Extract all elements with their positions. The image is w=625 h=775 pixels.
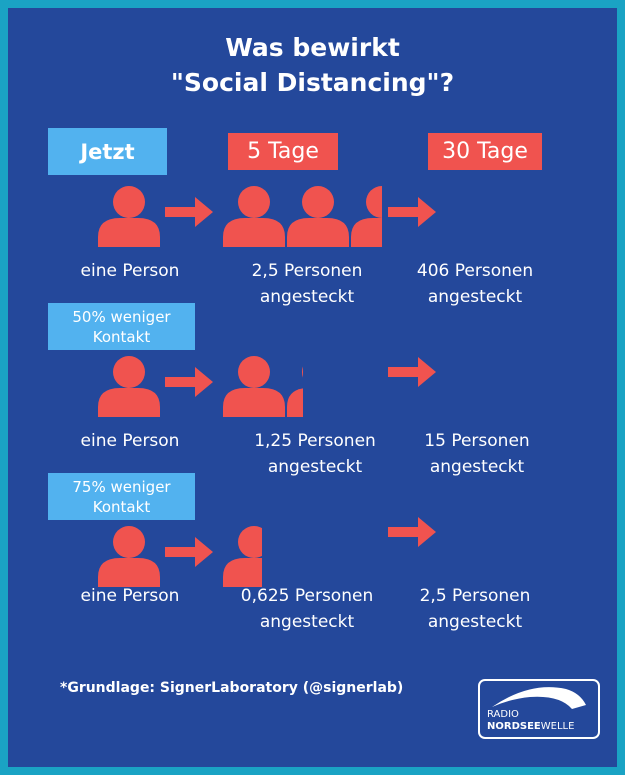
person-icon xyxy=(223,186,285,247)
row2-day30: 15 Personen angesteckt xyxy=(424,431,530,477)
arrow-right-icon xyxy=(388,197,436,227)
row3-label: 75% weniger Kontakt xyxy=(48,473,195,520)
arrow-right-icon xyxy=(388,357,436,387)
row1-day5: 2,5 Personen angesteckt xyxy=(251,261,363,307)
row2-label: 50% weniger Kontakt xyxy=(48,303,195,350)
row3-start: eine Person xyxy=(80,586,180,606)
row2-day5: 1,25 Personen angesteckt xyxy=(254,431,376,477)
row2-start: eine Person xyxy=(80,431,180,451)
header-now: Jetzt xyxy=(48,128,167,175)
person-icon xyxy=(98,356,160,417)
person-icon xyxy=(223,526,262,587)
row3-day5: 0,625 Personen angesteckt xyxy=(240,586,374,632)
row3-label-line1: 75% weniger xyxy=(72,477,171,496)
row1-start: eine Person xyxy=(80,261,180,281)
person-icon xyxy=(98,526,160,587)
row2-label-line1: 50% weniger xyxy=(72,307,171,326)
arrow-right-icon xyxy=(388,517,436,547)
header-5-days: 5 Tage xyxy=(228,133,338,170)
header-30-days: 30 Tage xyxy=(428,133,542,170)
arrow-right-icon xyxy=(165,197,213,227)
title-line1: Was bewirkt xyxy=(225,33,400,62)
radio-nordseewelle-logo: RADIO NORDSEEWELLE xyxy=(478,679,600,739)
arrow-right-icon xyxy=(165,537,213,567)
person-icon xyxy=(287,368,303,417)
person-icon xyxy=(223,356,285,417)
row1-day30: 406 Personen angesteckt xyxy=(416,261,534,307)
person-icon xyxy=(351,186,382,247)
person-icon xyxy=(98,186,160,247)
person-icon xyxy=(287,186,349,247)
row3-label-line2: Kontakt xyxy=(92,497,151,516)
title-line2: "Social Distancing"? xyxy=(170,68,455,97)
wave-icon xyxy=(492,687,586,709)
row2-label-line2: Kontakt xyxy=(92,327,151,346)
row3-day30: 2,5 Personen angesteckt xyxy=(419,586,531,632)
arrow-right-icon xyxy=(165,367,213,397)
footnote: *Grundlage: SignerLaboratory (@signerlab… xyxy=(60,680,404,696)
